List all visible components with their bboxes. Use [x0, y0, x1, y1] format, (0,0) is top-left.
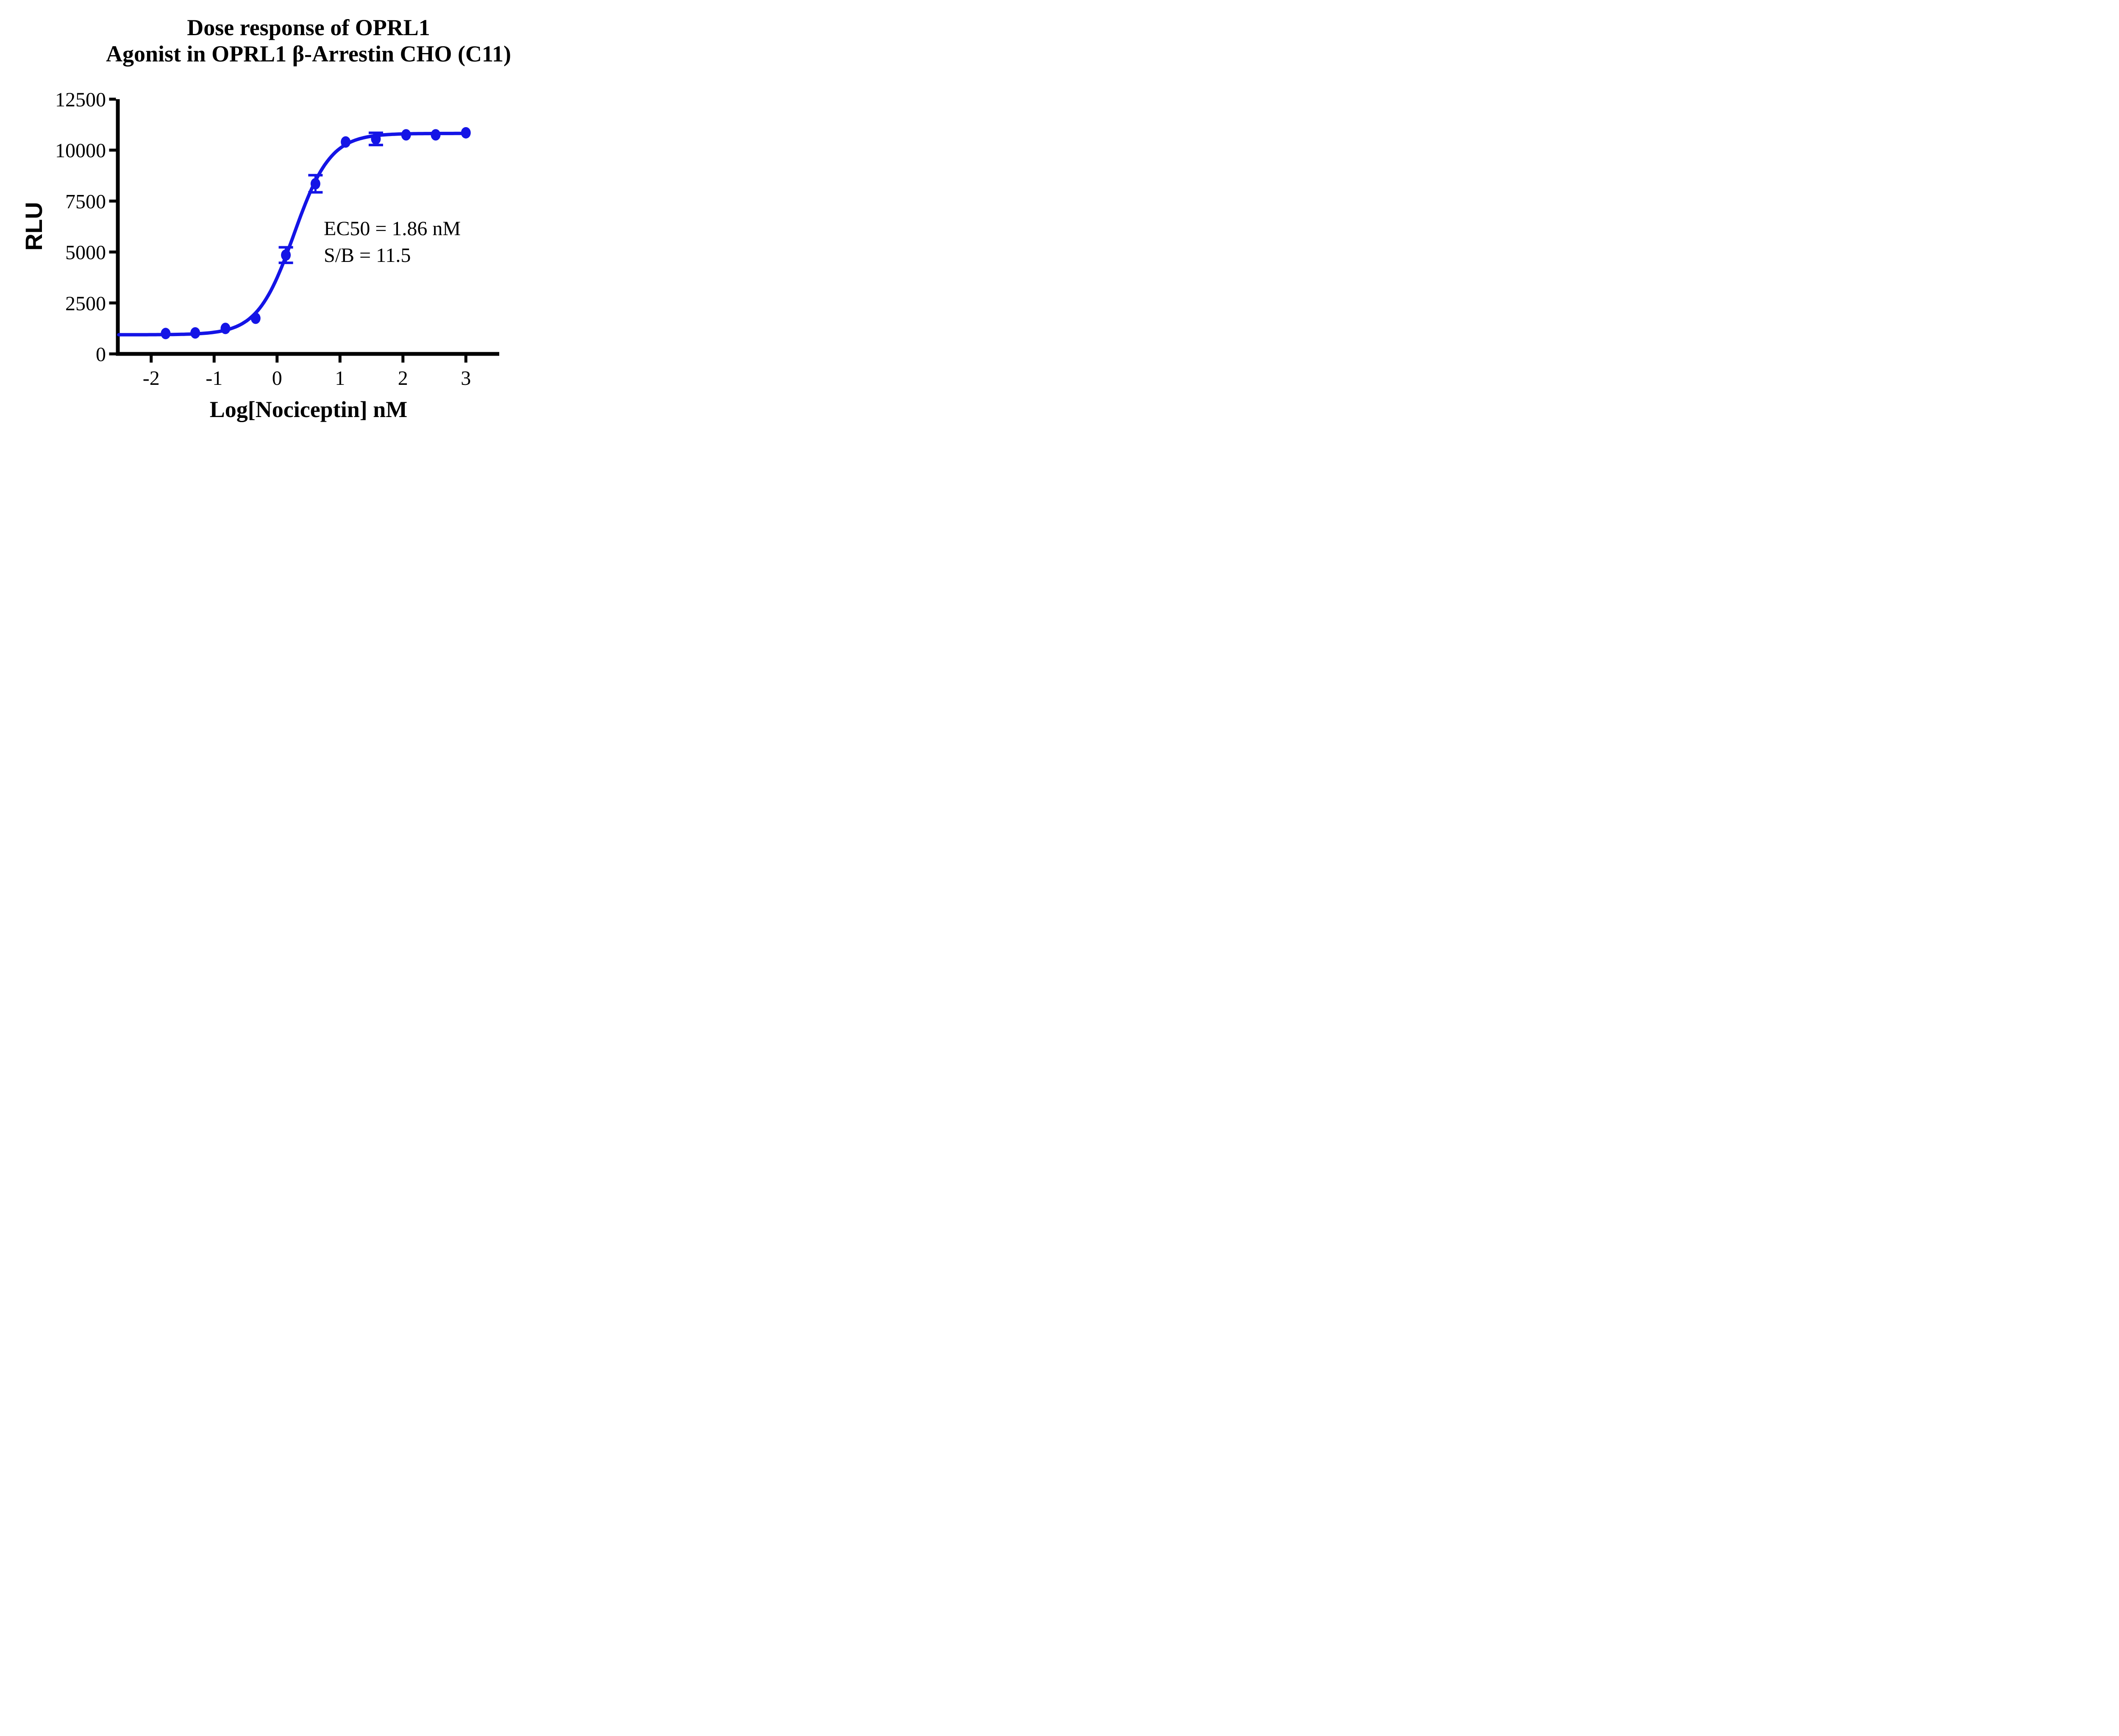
- y-tick-label: 0: [96, 343, 106, 366]
- chart-title-line2: Agonist in OPRL1 β-Arrestin CHO (C11): [106, 41, 511, 67]
- y-tick-label: 7500: [65, 190, 106, 213]
- x-tick-label: 0: [272, 367, 282, 389]
- data-point: [401, 129, 411, 141]
- x-tick-label: -2: [143, 367, 160, 389]
- y-tick-label: 10000: [55, 139, 106, 162]
- data-point: [310, 178, 320, 190]
- data-point: [461, 127, 471, 139]
- axis-frame: [116, 99, 499, 356]
- y-tick-label: 5000: [65, 242, 106, 264]
- x-tick-label: -1: [206, 367, 222, 389]
- data-point: [341, 136, 351, 148]
- chart-title: Dose response of OPRL1 Agonist in OPRL1 …: [63, 14, 554, 67]
- data-point: [161, 328, 171, 339]
- data-point: [431, 129, 441, 141]
- x-tick-label: 3: [461, 367, 471, 389]
- plot-area: 0 2500 5000 7500 10000 12500 -2 -1 0 1 2 3: [55, 89, 499, 389]
- data-point: [220, 323, 231, 334]
- x-tick-label: 1: [335, 367, 345, 389]
- y-tick-label: 12500: [55, 89, 106, 111]
- y-tick-label: 2500: [65, 292, 106, 315]
- sb-annotation: S/B = 11.5: [324, 244, 411, 267]
- data-point: [250, 312, 261, 324]
- data-point: [371, 133, 381, 145]
- data-point: [281, 249, 291, 261]
- x-tick-label: 2: [398, 367, 408, 389]
- chart-title-line1: Dose response of OPRL1: [187, 15, 430, 40]
- ec50-annotation: EC50 = 1.86 nM: [324, 217, 461, 240]
- dose-response-figure: Dose response of OPRL1 Agonist in OPRL1 …: [0, 0, 554, 434]
- x-axis-label: Log[Nociceptin] nM: [209, 397, 408, 422]
- data-point: [190, 327, 200, 339]
